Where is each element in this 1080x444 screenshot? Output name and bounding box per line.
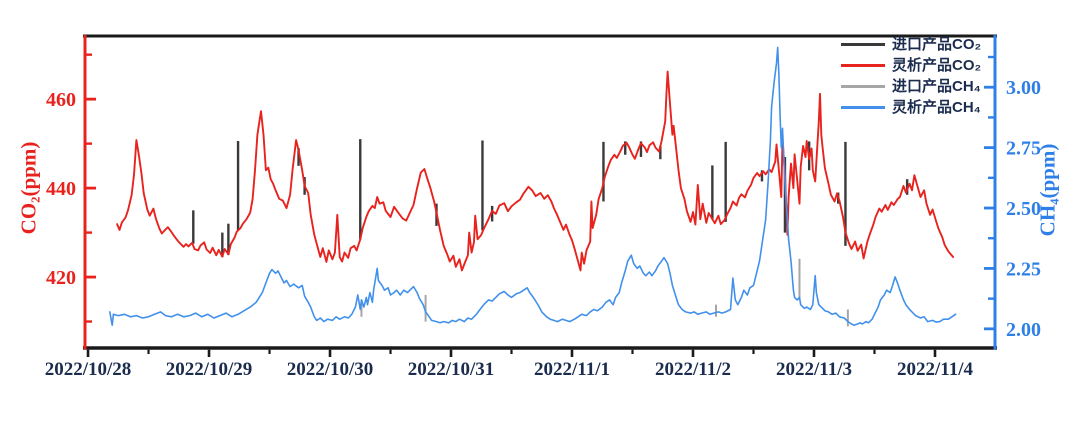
x-tick-label: 2022/10/28 <box>45 359 132 380</box>
lingxi-co2-series-line <box>116 70 955 272</box>
lingxi-ch4-series-line <box>109 46 957 326</box>
legend-line-swatch <box>841 43 885 46</box>
right-axis-title: CH₄(ppm) <box>1035 143 1060 237</box>
legend: 进口产品CO₂ 灵析产品CO₂ 进口产品CH₄ 灵析产品CH₄ <box>841 36 981 116</box>
x-tick-label: 2022/10/30 <box>287 359 374 380</box>
x-tick-label: 2022/11/3 <box>776 359 852 380</box>
legend-item-imported-co2: 进口产品CO₂ <box>841 36 981 53</box>
legend-line-swatch <box>841 106 885 109</box>
left-axis-title: CO₂(ppm) <box>16 141 41 235</box>
legend-line-swatch <box>841 85 885 88</box>
legend-label: 灵析产品CH₄ <box>892 99 981 116</box>
y-right-tick-label: 2.25 <box>1006 258 1041 280</box>
x-tick-label: 2022/10/29 <box>166 359 253 380</box>
legend-line-swatch <box>841 64 885 67</box>
legend-item-lingxi-ch4: 灵析产品CH₄ <box>841 99 981 116</box>
x-tick-label: 2022/11/2 <box>655 359 731 380</box>
legend-label: 进口产品CH₄ <box>892 78 981 95</box>
y-right-tick-label: 2.75 <box>1006 138 1041 160</box>
x-tick-label: 2022/11/4 <box>897 359 974 380</box>
y-right-tick-label: 3.00 <box>1006 77 1041 99</box>
legend-item-imported-ch4: 进口产品CH₄ <box>841 78 981 95</box>
y-right-tick-label: 2.50 <box>1006 198 1041 220</box>
y-left-tick-label: 460 <box>46 89 76 111</box>
y-left-tick-label: 440 <box>46 178 76 200</box>
legend-item-lingxi-co2: 灵析产品CO₂ <box>841 57 981 74</box>
y-right-tick-label: 2.00 <box>1006 319 1041 341</box>
y-left-tick-label: 420 <box>46 267 76 289</box>
legend-label: 灵析产品CO₂ <box>892 57 982 74</box>
x-tick-label: 2022/10/31 <box>408 359 495 380</box>
x-tick-label: 2022/11/1 <box>534 359 610 380</box>
legend-label: 进口产品CO₂ <box>892 36 982 53</box>
